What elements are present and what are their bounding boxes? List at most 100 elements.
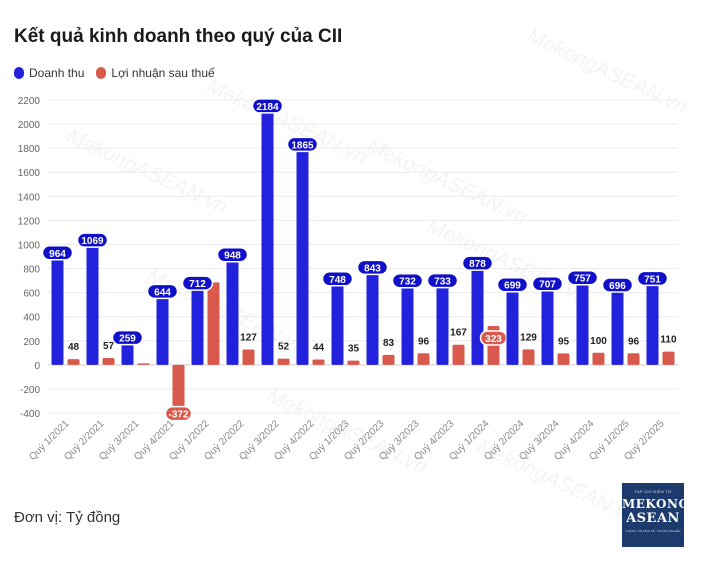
profit-data-label: 83 xyxy=(383,338,395,349)
revenue-data-label: 712 xyxy=(189,279,206,290)
revenue-bar xyxy=(191,279,204,365)
logo-line2: ASEAN xyxy=(626,511,680,526)
y-tick-label: 2000 xyxy=(18,120,41,131)
revenue-bar xyxy=(296,140,309,365)
profit-bar xyxy=(207,282,220,365)
profit-bar xyxy=(662,351,675,365)
revenue-bar xyxy=(51,248,64,365)
y-tick-label: 2200 xyxy=(18,96,41,107)
revenue-label-bg xyxy=(566,269,599,286)
profit-data-label: -372 xyxy=(168,410,188,421)
revenue-data-label: 732 xyxy=(399,277,416,288)
revenue-label-bg xyxy=(146,283,179,300)
revenue-bar xyxy=(156,287,169,365)
y-tick-label: 1200 xyxy=(18,216,41,227)
revenue-bar xyxy=(576,273,589,365)
revenue-bar xyxy=(366,263,379,365)
profit-data-label: 110 xyxy=(660,335,677,346)
revenue-bar xyxy=(331,274,344,365)
revenue-label-bg xyxy=(531,275,564,292)
revenue-label-bg xyxy=(496,276,529,293)
chart-title: Kết quả kinh doanh theo quý của CII xyxy=(14,26,343,47)
revenue-label-bg xyxy=(216,246,249,263)
profit-data-label: 323 xyxy=(485,334,502,345)
y-tick-label: 1600 xyxy=(18,168,41,179)
revenue-bar xyxy=(506,280,519,365)
revenue-label-bg xyxy=(251,98,284,114)
profit-label-bg xyxy=(164,405,193,422)
profit-data-label: 127 xyxy=(240,333,257,344)
revenue-bar xyxy=(401,276,414,365)
profit-bar xyxy=(522,349,535,365)
revenue-label-bg xyxy=(111,329,144,346)
logo-bottom-text: THÔNG TIN KINH TẾ - DOANH NGHIỆP xyxy=(625,529,681,533)
revenue-data-label: 748 xyxy=(329,275,346,286)
revenue-bar xyxy=(261,101,274,365)
profit-bar xyxy=(382,354,395,365)
revenue-data-label: 948 xyxy=(224,251,241,262)
profit-bar xyxy=(67,359,80,365)
logo-top-text: TẠP CHÍ ĐIỆN TỬ xyxy=(634,489,672,494)
revenue-bar xyxy=(471,259,484,365)
legend-label-revenue: Doanh thu xyxy=(29,66,85,80)
profit-bar xyxy=(172,364,185,410)
revenue-bar xyxy=(86,236,99,365)
y-tick-label: 400 xyxy=(23,313,40,324)
revenue-bar xyxy=(646,274,659,365)
revenue-label-bg xyxy=(41,245,74,261)
revenue-data-label: 964 xyxy=(49,249,66,260)
revenue-bar xyxy=(541,279,554,365)
profit-bar xyxy=(347,360,360,365)
revenue-data-label: 878 xyxy=(469,259,486,270)
profit-bar xyxy=(417,353,430,365)
legend: Doanh thu Lợi nhuận sau thuế xyxy=(14,66,227,80)
y-tick-label: 1400 xyxy=(18,192,41,203)
profit-bar xyxy=(627,353,640,365)
profit-data-label: 95 xyxy=(558,336,570,347)
revenue-label-bg xyxy=(286,136,319,153)
revenue-data-label: 696 xyxy=(609,281,626,292)
bar-chart: -400 -200 0 200 400 600 800 1000 1200 1400 1600 180… xyxy=(18,96,678,463)
profit-data-label: 100 xyxy=(590,336,607,347)
profit-data-label: 57 xyxy=(103,341,115,352)
revenue-data-label: 1865 xyxy=(291,140,314,151)
revenue-data-label: 2184 xyxy=(256,102,279,113)
revenue-data-label: 259 xyxy=(119,334,136,345)
profit-bar xyxy=(242,349,255,365)
profit-bar xyxy=(277,358,290,365)
logo-line1: MEKONG xyxy=(622,497,690,511)
revenue-data-label: 644 xyxy=(154,287,171,298)
revenue-label-bg xyxy=(636,270,669,287)
revenue-bar xyxy=(436,276,449,365)
y-tick-label: 0 xyxy=(34,361,40,372)
revenue-data-label: 707 xyxy=(539,280,556,291)
legend-item-revenue[interactable]: Doanh thu xyxy=(14,66,84,80)
profit-bar xyxy=(592,352,605,365)
profit-data-label: 96 xyxy=(418,336,430,347)
revenue-label-bg xyxy=(356,259,389,276)
profit-data-label: 52 xyxy=(278,342,290,353)
revenue-label-bg xyxy=(601,277,634,293)
y-tick-label: 200 xyxy=(23,337,40,348)
y-tick-label: 1000 xyxy=(18,240,41,251)
revenue-data-label: 757 xyxy=(574,274,591,285)
revenue-data-label: 751 xyxy=(644,274,661,285)
unit-label: Đơn vị: Tỷ đồng xyxy=(14,509,121,526)
profit-bar xyxy=(102,357,115,365)
profit-bar xyxy=(452,344,465,365)
revenue-label-bg xyxy=(391,272,424,289)
profit-bar xyxy=(312,359,325,365)
y-tick-label: 600 xyxy=(23,289,40,300)
revenue-label-bg xyxy=(321,271,354,287)
revenue-label-bg xyxy=(181,275,214,291)
revenue-data-label: 1069 xyxy=(81,236,104,247)
revenue-label-bg xyxy=(426,272,459,289)
profit-bar xyxy=(557,353,570,365)
revenue-data-label: 733 xyxy=(434,277,451,288)
revenue-data-label: 843 xyxy=(364,263,381,274)
legend-swatch-revenue xyxy=(14,67,24,79)
profit-data-label: 44 xyxy=(313,343,325,354)
legend-item-profit[interactable]: Lợi nhuận sau thuế xyxy=(96,66,215,80)
revenue-bar xyxy=(611,281,624,365)
profit-data-label: 167 xyxy=(450,328,467,339)
